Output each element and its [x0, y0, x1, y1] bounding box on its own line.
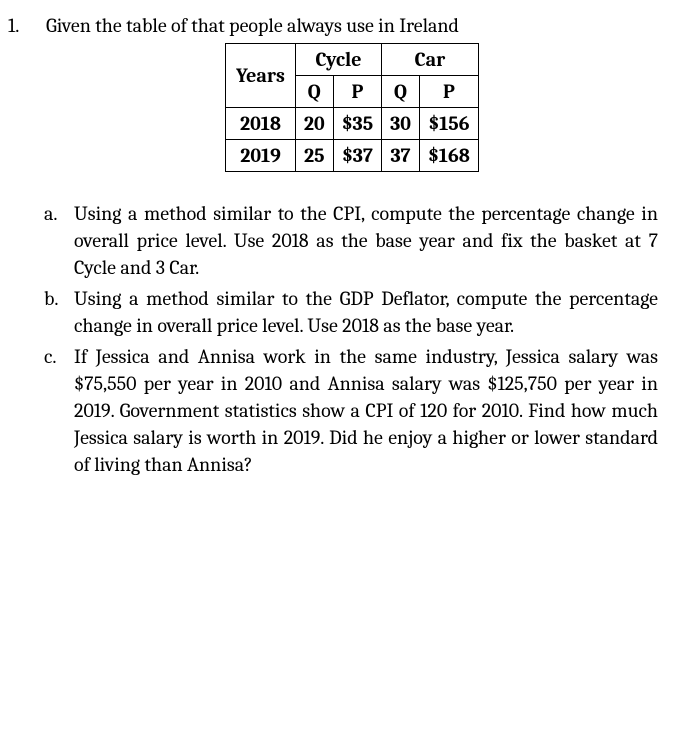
car-q-header: Q — [382, 76, 420, 108]
part-b-text: Using a method similar to the GDP Deflat… — [74, 285, 658, 339]
cell-car-q: 30 — [382, 108, 420, 140]
cell-cycle-p: $37 — [333, 140, 381, 172]
part-a: a. Using a method similar to the CPI, co… — [44, 200, 658, 281]
question-parts: a. Using a method similar to the CPI, co… — [44, 200, 658, 478]
cycle-header: Cycle — [295, 44, 381, 76]
question-stem: Given the table of that people always us… — [46, 12, 658, 190]
cycle-p-header: P — [333, 76, 381, 108]
part-b: b. Using a method similar to the GDP Def… — [44, 285, 658, 339]
table-row: 2018 20 $35 30 $156 — [226, 108, 479, 140]
question-number: 1. — [8, 12, 46, 190]
cell-year: 2018 — [226, 108, 296, 140]
cycle-q-header: Q — [295, 76, 333, 108]
question-row: 1. Given the table of that people always… — [8, 12, 658, 190]
cell-cycle-q: 20 — [295, 108, 333, 140]
cell-cycle-q: 25 — [295, 140, 333, 172]
part-c-letter: c. — [44, 343, 74, 478]
table-row: 2019 25 $37 37 $168 — [226, 140, 479, 172]
part-c: c. If Jessica and Annisa work in the sam… — [44, 343, 658, 478]
years-header: Years — [226, 44, 296, 108]
part-a-letter: a. — [44, 200, 74, 281]
table-header-row-1: Years Cycle Car — [226, 44, 479, 76]
part-c-text: If Jessica and Annisa work in the same i… — [74, 343, 658, 478]
cell-year: 2019 — [226, 140, 296, 172]
part-b-letter: b. — [44, 285, 74, 339]
car-p-header: P — [419, 76, 478, 108]
cell-car-p: $168 — [419, 140, 478, 172]
cell-cycle-p: $35 — [333, 108, 381, 140]
car-header: Car — [382, 44, 479, 76]
stem-text: Given the table of that people always us… — [46, 14, 459, 37]
part-a-text: Using a method similar to the CPI, compu… — [74, 200, 658, 281]
cell-car-p: $156 — [419, 108, 478, 140]
cell-car-q: 37 — [382, 140, 420, 172]
data-table: Years Cycle Car Q P Q P 2018 20 $35 30 $… — [225, 43, 479, 172]
